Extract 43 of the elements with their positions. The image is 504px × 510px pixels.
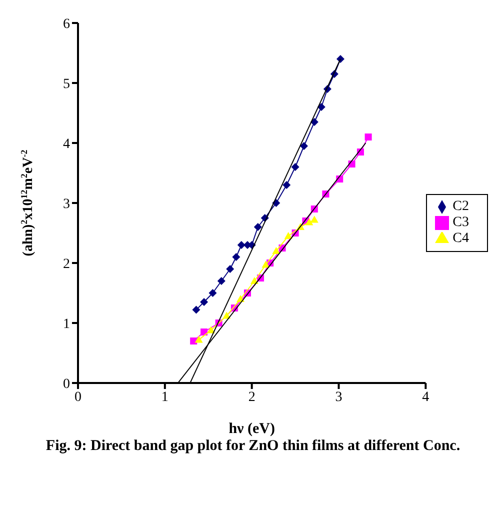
point [222,312,231,319]
point [192,306,200,314]
legend-label: C2 [452,199,469,214]
y-tick-label: 2 [63,256,70,272]
x-tick-label: 2 [248,390,256,405]
x-axis-title: hν (eV) [228,421,275,437]
point [194,336,203,343]
y-tick-label: 5 [63,76,70,92]
point [336,55,344,63]
point [232,253,240,261]
point [254,223,262,231]
x-tick-label: 1 [161,390,168,405]
y-tick-label: 1 [63,316,70,332]
point [300,142,308,150]
point [200,298,208,306]
point [310,118,318,126]
x-tick-label: 0 [74,390,82,405]
caption: Fig. 9: Direct band gap plot for ZnO thin films at different Conc. [44,438,462,455]
point [305,218,314,226]
point [364,134,372,140]
y-tick-label: 3 [63,196,70,212]
legend-label: C4 [452,231,469,246]
point [284,232,292,239]
point [190,338,198,344]
point [237,241,246,249]
legend-label: C3 [452,215,469,230]
y-tick-label: 0 [63,376,70,392]
point [200,328,208,336]
point [250,277,258,284]
point [208,289,217,297]
point [226,265,234,273]
point [317,103,326,111]
y-tick-label: 4 [63,136,70,152]
point [282,181,291,189]
point [291,163,300,171]
point [236,295,245,302]
point [272,247,280,254]
point [217,277,226,285]
y-tick-label: 6 [63,16,70,32]
point [262,260,270,268]
x-tick-label: 3 [335,390,342,405]
point [310,216,318,223]
x-tick-label: 4 [422,390,430,405]
